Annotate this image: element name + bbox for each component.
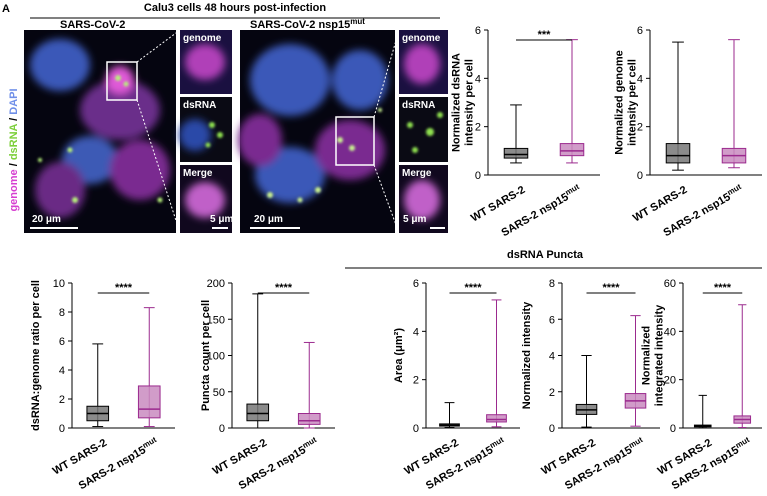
section-heading: dsRNA Puncta [507,249,584,261]
y-tick-label: 2 [59,394,65,406]
superscript: mut [627,435,644,450]
significance-label: **** [464,282,482,294]
y-axis-label: intensity per cell [627,59,639,146]
y-axis-label: Normalized genome [614,50,626,155]
y-tick-label: 6 [413,278,419,290]
superscript: mut [734,435,751,450]
channel: DAPI [8,88,20,114]
x-tick-label: SARS-2 nsp15mut [423,435,508,492]
x-tick-label: SARS-2 nsp15mut [236,435,321,492]
significance-label: **** [115,282,133,294]
y-tick-label: 0 [475,170,481,182]
figure-title: Calu3 cells 48 hours post-infection [144,2,326,14]
inset-scale-label: 5 μm [403,214,426,225]
scale-bar-label: 20 μm [32,214,61,225]
superscript: mut [301,435,318,450]
inset-label: dsRNA [402,100,435,111]
y-tick-label: 100 [207,351,225,363]
panel-label: A [2,3,10,15]
y-tick-label: 4 [475,73,481,85]
y-tick-label: 6 [637,25,643,37]
channel: genome [8,169,20,211]
y-tick-label: 4 [637,73,643,85]
box [297,413,321,425]
y-tick-label: 4 [59,365,65,377]
x-tick-label: SARS-2 nsp15mut [562,435,647,492]
y-axis-label: Normalized [641,326,653,385]
separator: / [8,163,20,166]
y-tick-label: 2 [413,375,419,387]
image-title: SARS-CoV-2 nsp15mut [250,17,365,31]
y-tick-label: 0 [670,423,676,435]
y-tick-label: 4 [413,326,419,338]
y-tick-label: 60 [664,278,676,290]
micrograph: 20 μm SARS-CoV-2 nsp15mut genome dsRNA M… [238,17,448,234]
y-tick-label: 8 [549,278,555,290]
separator: / [8,118,20,121]
y-axis-label: Normalized intensity [521,301,533,409]
inset-label: genome [183,33,222,44]
y-axis-label: Area (μm²) [393,328,405,383]
significance-label: **** [602,282,620,294]
y-tick-label: 150 [207,314,225,326]
y-tick-label: 0 [413,423,419,435]
superscript: mut [141,435,158,450]
y-tick-label: 4 [549,351,555,363]
box [559,143,585,157]
y-tick-label: 40 [664,326,676,338]
y-axis-label: intensity per cell [464,59,476,146]
y-axis-label: dsRNA:genome ratio per cell [30,280,42,431]
y-tick-label: 50 [213,387,225,399]
superscript: mut [350,17,365,26]
y-tick-label: 2 [637,122,643,134]
superscript: mut [726,182,743,197]
y-tick-label: 2 [549,387,555,399]
y-tick-label: 6 [475,25,481,37]
significance-label: **** [275,282,293,294]
inset-label: dsRNA [183,100,216,111]
superscript: mut [488,435,505,450]
channel: dsRNA [8,123,20,160]
y-tick-label: 0 [549,423,555,435]
inset-label: Merge [183,168,213,179]
significance-label: *** [538,29,552,41]
y-tick-label: 0 [59,423,65,435]
y-tick-label: 6 [549,314,555,326]
y-axis-label: Puncta count per cell [200,300,212,411]
image-title: SARS-CoV-2 [60,19,125,31]
box [137,385,161,419]
y-axis-label: integrated intensity [654,304,666,406]
y-tick-label: 0 [219,423,225,435]
box [665,143,691,164]
inset-label: Merge [402,168,432,179]
superscript: mut [564,182,581,197]
scale-bar-label: 20 μm [254,214,283,225]
channel-label: genome / dsRNA / DAPI [8,88,20,211]
significance-label: **** [714,282,732,294]
x-tick-label: SARS-2 nsp15mut [76,435,161,492]
y-tick-label: 20 [664,375,676,387]
y-tick-label: 0 [637,170,643,182]
inset-scale-label: 5 μm [210,214,233,225]
y-tick-label: 200 [207,278,225,290]
micrograph: 20 μm SARS-CoV-2 genome dsRNA Merge 5 μm [24,19,233,234]
y-tick-label: 2 [475,122,481,134]
label-text: SARS-CoV-2 nsp15 [250,19,350,31]
y-axis-label: Normalized dsRNA [451,53,463,152]
y-tick-label: 8 [59,307,65,319]
box [486,414,507,423]
box [246,403,270,422]
box [503,147,529,159]
y-tick-label: 6 [59,336,65,348]
inset-label: genome [402,33,441,44]
y-tick-label: 10 [53,278,65,290]
